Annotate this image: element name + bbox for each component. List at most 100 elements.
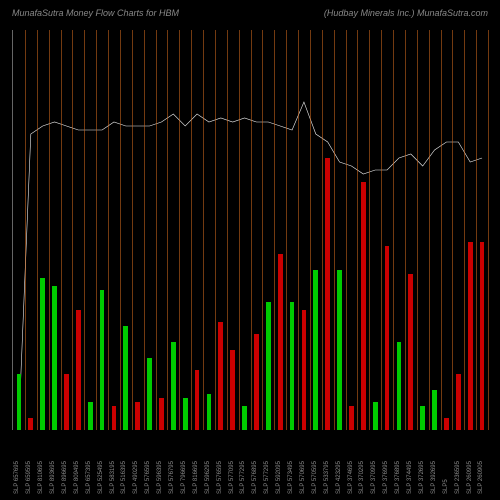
volume-bar	[242, 406, 247, 430]
volume-bar	[361, 182, 366, 430]
bar-column	[452, 30, 464, 430]
volume-bar	[408, 274, 413, 430]
volume-bar	[100, 290, 105, 430]
volume-bar	[420, 406, 425, 430]
bar-column	[37, 30, 49, 430]
bar-column	[476, 30, 488, 430]
bar-column	[49, 30, 61, 430]
x-axis-label: SLP 576595	[145, 430, 151, 494]
bar-column	[96, 30, 108, 430]
volume-bar	[159, 398, 164, 430]
bar-column	[84, 30, 96, 430]
bar-column	[72, 30, 84, 430]
x-axis-label: SLP 570695	[300, 430, 306, 494]
x-axis-label: SLP 370995	[371, 430, 377, 494]
volume-bar	[266, 302, 271, 430]
bar-column	[191, 30, 203, 430]
volume-bar	[195, 370, 200, 430]
x-axis-label: SLP 809495	[74, 430, 80, 494]
bar-column	[179, 30, 191, 430]
bar-column	[227, 30, 239, 430]
x-axis-label: SLP 525495	[98, 430, 104, 494]
x-axis-label: SLP 392695	[431, 430, 437, 494]
volume-bar	[456, 374, 461, 430]
x-axis-label: SLP 490295	[133, 430, 139, 494]
x-axis-label: SLP 533795	[324, 430, 330, 494]
x-axis-label: SLP 896695	[62, 430, 68, 494]
volume-bar	[325, 158, 330, 430]
x-axis-label: SLP 596295	[205, 430, 211, 494]
bar-column	[310, 30, 322, 430]
volume-bar	[52, 286, 57, 430]
volume-bar	[349, 406, 354, 430]
volume-bar	[302, 310, 307, 430]
x-axis-label: SLP 657695	[14, 430, 20, 494]
bar-column	[393, 30, 405, 430]
x-axis-label: SLP 577295	[264, 430, 270, 494]
volume-bar	[278, 254, 283, 430]
x-axis-label: SLP 893695	[50, 430, 56, 494]
bar-column	[239, 30, 251, 430]
volume-bar	[112, 406, 117, 430]
chart-title-right: (Hudbay Minerals Inc.) MunafaSutra.com	[324, 8, 488, 18]
x-axis-label: SLP 576795	[169, 430, 175, 494]
x-axis-label: SLP 516395	[121, 430, 127, 494]
bar-column	[429, 30, 441, 430]
x-axis-label: SLP5	[443, 430, 449, 494]
chart-title-left: MunafaSutra Money Flow Charts for HBM	[12, 8, 179, 18]
x-axis-label: SLP 376995	[383, 430, 389, 494]
bar-column	[132, 30, 144, 430]
x-axis-label: SLP 370295	[359, 430, 365, 494]
bar-column	[357, 30, 369, 430]
x-axis-label: SLP 796695	[181, 430, 187, 494]
bar-column	[108, 30, 120, 430]
bar-column	[322, 30, 334, 430]
volume-bar	[337, 270, 342, 430]
bar-column	[156, 30, 168, 430]
volume-bar	[183, 398, 188, 430]
volume-bar	[171, 342, 176, 430]
bar-column	[120, 30, 132, 430]
x-axis-label: SLP 659595	[26, 430, 32, 494]
bar-column	[441, 30, 453, 430]
bar-column	[203, 30, 215, 430]
x-axis-label: SLP 577295	[240, 430, 246, 494]
volume-bar	[313, 270, 318, 430]
x-axis-label: SLP 583195	[110, 430, 116, 494]
volume-bar	[147, 358, 152, 430]
volume-bar	[373, 402, 378, 430]
bar-column	[251, 30, 263, 430]
x-axis-label: SLP 372695	[419, 430, 425, 494]
x-axis-label: SLP 376895	[395, 430, 401, 494]
bar-column	[61, 30, 73, 430]
bar-column	[144, 30, 156, 430]
volume-bar	[207, 394, 212, 430]
grid-line	[488, 30, 489, 430]
x-axis-label: SLP 596395	[157, 430, 163, 494]
bar-column	[417, 30, 429, 430]
bar-column	[405, 30, 417, 430]
bar-column	[286, 30, 298, 430]
x-axis-label: SLP 810695	[38, 430, 44, 494]
bar-column	[262, 30, 274, 430]
volume-bar	[480, 242, 485, 430]
x-axis-label: SLP 576595	[217, 430, 223, 494]
bar-column	[334, 30, 346, 430]
volume-bar	[385, 246, 390, 430]
bar-column	[215, 30, 227, 430]
volume-bar	[290, 302, 295, 430]
bar-column	[25, 30, 37, 430]
x-axis-label: SLP 577095	[229, 430, 235, 494]
volume-bar	[230, 350, 235, 430]
x-axis-label: SLP 576895	[252, 430, 258, 494]
bar-column	[13, 30, 25, 430]
x-axis-label: SLP 423295	[336, 430, 342, 494]
volume-bar	[76, 310, 81, 430]
x-axis-label: SLP 570595	[312, 430, 318, 494]
volume-bar	[432, 390, 437, 430]
x-axis-label: SLP 374695	[348, 430, 354, 494]
x-axis-label: SLP 657395	[86, 430, 92, 494]
volume-bar	[397, 342, 402, 430]
x-axis-label: SLP 236595	[455, 430, 461, 494]
volume-bar	[254, 334, 259, 430]
